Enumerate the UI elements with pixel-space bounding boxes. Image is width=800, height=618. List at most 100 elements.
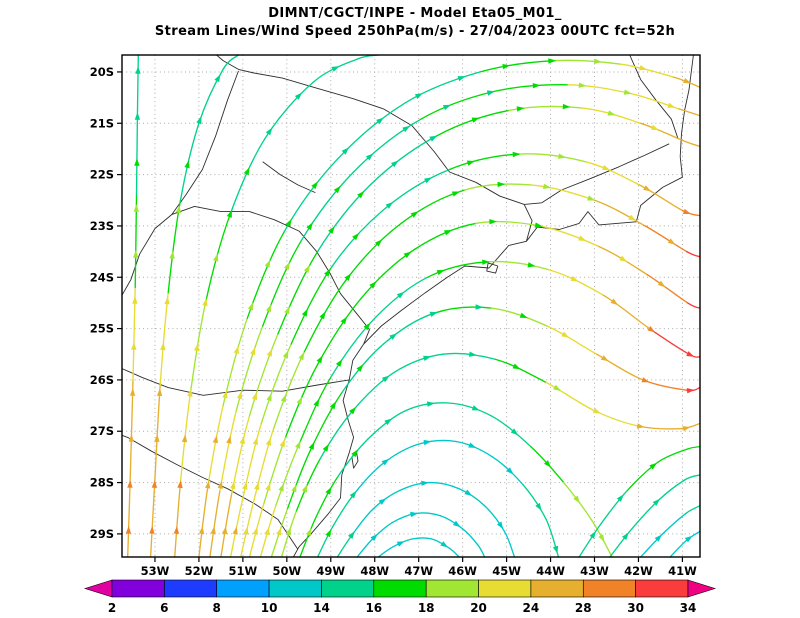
streamline-arrowhead (285, 527, 291, 536)
streamline-arrowhead (482, 259, 490, 265)
colorbar-tick-label: 2 (108, 601, 116, 615)
streamline-arrowhead (205, 480, 211, 489)
streamline-arrowhead (298, 352, 305, 361)
streamline-arrowhead (322, 443, 329, 452)
y-tick-label: 26S (90, 373, 114, 387)
streamline-arrowhead (471, 117, 480, 123)
streamline-arrowhead (424, 177, 432, 184)
streamline-arrowhead (534, 222, 543, 228)
streamline-arrowhead (486, 90, 495, 96)
y-tick-label: 25S (90, 322, 114, 336)
streamline-arrowhead (254, 482, 260, 491)
streamline-arrowhead (402, 125, 411, 133)
streamline-arrowhead (686, 388, 695, 394)
streamline-arrowhead (381, 375, 390, 383)
streamline-arrowhead (221, 526, 228, 535)
x-tick-label: 50W (272, 564, 301, 578)
streamline-arrowhead (396, 291, 405, 299)
x-tick-label: 48W (360, 564, 389, 578)
streamline-arrowhead (512, 151, 521, 158)
streamline-arrowhead (682, 208, 691, 214)
colorbar-band (425, 579, 479, 598)
y-tick-label: 24S (90, 270, 114, 284)
streamline-arrowhead (647, 326, 656, 333)
streamline-arrowhead (243, 526, 249, 535)
rio-tiete (262, 161, 316, 194)
streamline-arrowhead (329, 401, 337, 410)
x-tick-label: 46W (448, 564, 477, 578)
x-tick-label: 52W (185, 564, 214, 578)
streamline-arrowhead (552, 545, 559, 554)
streamline-arrowhead (251, 392, 257, 401)
streamline-arrowhead (636, 423, 645, 429)
streamline-arrowhead (222, 390, 228, 399)
streamline-arrowhead (527, 262, 536, 268)
streamline-arrowhead (451, 191, 460, 197)
streamline-arrowhead (303, 264, 310, 273)
streamline-arrowhead (236, 391, 243, 400)
streamline-arrowhead (381, 458, 390, 466)
streamline-arrowhead (331, 66, 340, 72)
streamline-arrowhead (196, 116, 202, 125)
streamline-arrowhead (125, 526, 132, 534)
streamline-arrowhead (280, 394, 286, 403)
sp-mg-border (216, 54, 525, 205)
colorbar-band (373, 579, 427, 598)
streamline-arrowhead (296, 396, 303, 405)
streamline-arrowhead (128, 434, 134, 442)
streamline-arrowhead (427, 401, 435, 407)
streamline-arrowhead (578, 235, 587, 241)
streamline-arrowhead (622, 532, 629, 541)
chart-subtitle: Stream Lines/Wind Speed 250hPa(m/s) - 27… (154, 24, 676, 39)
colorbar-tick-label: 14 (313, 601, 330, 615)
streamline-arrowhead (325, 486, 332, 495)
colorbar-band (321, 579, 375, 598)
streamline-arrowhead (384, 418, 393, 426)
streamline-arrowhead (324, 268, 331, 277)
streamline-arrowhead (512, 363, 521, 370)
streamline-arrowhead (457, 76, 466, 82)
colorbar-tick-label: 8 (213, 601, 221, 615)
streamline-arrowhead (389, 333, 398, 340)
streamline-arrowhead (414, 93, 423, 99)
streamline-arrowhead (265, 482, 271, 491)
streamline-arrowhead (468, 351, 477, 357)
streamline-arrowhead (589, 531, 596, 539)
streamline-arrowhead (291, 484, 297, 493)
streamline-arrowhead (177, 480, 183, 489)
streamline-arrowhead (351, 449, 359, 458)
streamline-arrowhead (558, 153, 567, 159)
streamline-arrowhead (607, 110, 616, 116)
streamline-arrowhead (594, 58, 602, 64)
streamline-arrowhead (544, 460, 551, 468)
streamline-arrowhead (134, 158, 140, 166)
y-tick-label: 22S (90, 168, 114, 182)
pr-sc-border (121, 368, 350, 396)
streamline-arrowhead (602, 165, 611, 171)
streamline-arrowhead (592, 408, 601, 414)
streamline-arrowhead (376, 117, 384, 125)
streamline-arrowhead (643, 185, 651, 192)
colorbar-under-arrow (84, 579, 113, 598)
streamline-arrowhead (548, 58, 556, 64)
streamline-arrowhead (264, 259, 271, 268)
streamline-arrowhead (308, 441, 315, 450)
streamline-arrowhead (282, 350, 289, 359)
streamline-arrowhead (242, 481, 248, 490)
streamline-arrowhead (127, 480, 133, 488)
colorbar-band (478, 579, 532, 598)
colorbar-band (268, 579, 322, 598)
streamline-arrowhead (173, 526, 180, 534)
streamline-arrowhead (623, 89, 632, 95)
streamline-arrowhead (175, 205, 181, 214)
colorbar-band (582, 579, 636, 598)
x-tick-label: 47W (404, 564, 433, 578)
streamline-arrowhead (573, 495, 580, 504)
sp-pr-border (171, 205, 370, 345)
x-tick-label: 45W (492, 564, 521, 578)
streamline-arrowhead (683, 78, 692, 84)
colorbar-band (530, 579, 584, 598)
streamline-arrowhead (265, 127, 273, 136)
streamline-arrowhead (423, 439, 432, 446)
